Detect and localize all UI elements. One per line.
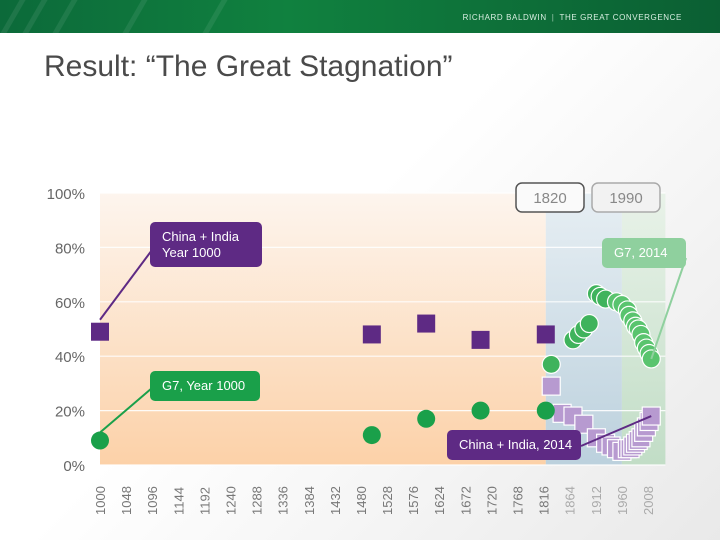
china-india-point: [91, 322, 109, 341]
callout-china-india-1000-box: [150, 222, 262, 267]
x-tick-label: 2008: [641, 486, 656, 515]
x-tick-label: 1288: [250, 486, 265, 515]
region-label-1990: 1990: [609, 190, 642, 207]
x-tick-label: 1048: [119, 486, 134, 515]
x-tick-label: 1336: [276, 486, 291, 515]
x-tick-label: 1816: [537, 486, 552, 515]
callout-g7-1000-label: G7, Year 1000: [162, 378, 245, 393]
x-tick-label: 1864: [563, 486, 578, 515]
callout-china-india-1000-label: Year 1000: [162, 245, 221, 260]
callout-g7-2014-leader: [650, 257, 687, 360]
china-india-point: [536, 325, 555, 344]
region-label-1820-box: [515, 182, 585, 213]
y-tick-label: 20%: [55, 404, 85, 421]
y-tick-label: 100%: [47, 186, 85, 203]
callout-china-india-2014-label: China + India, 2014: [459, 437, 572, 452]
x-tick-label: 1096: [145, 486, 160, 515]
callout-china-india-1000-leader: [99, 249, 153, 321]
g7-point: [579, 313, 599, 334]
x-tick-label: 1624: [432, 486, 447, 515]
page-title: Result: “The Great Stagnation”: [44, 50, 453, 83]
china-india-point: [541, 376, 561, 396]
y-tick-label: 0%: [63, 458, 85, 475]
x-tick-label: 1000: [93, 486, 108, 515]
x-tick-label: 1576: [406, 486, 421, 515]
china-india-point: [417, 314, 436, 333]
g7-point: [417, 409, 436, 428]
x-tick-label: 1192: [197, 487, 212, 515]
y-tick-label: 80%: [55, 240, 85, 257]
x-tick-label: 1960: [615, 486, 630, 515]
header-bar: RICHARD BALDWIN | THE GREAT CONVERGENCE: [0, 0, 720, 33]
x-tick-label: 1720: [484, 486, 499, 515]
x-tick-label: 1432: [328, 486, 343, 515]
callout-china-india-2014-leader: [580, 415, 652, 447]
x-tick-label: 1384: [302, 486, 317, 515]
g7-point: [362, 426, 381, 445]
author-name: RICHARD BALDWIN: [462, 13, 547, 22]
x-tick-label: 1768: [511, 486, 526, 515]
x-tick-label: 1672: [458, 486, 473, 515]
g7-point: [541, 354, 561, 374]
g7-point: [536, 401, 555, 420]
y-tick-label: 60%: [55, 295, 85, 312]
callout-g7-2014-box: [602, 238, 686, 268]
region-label-1820: 1820: [533, 190, 566, 207]
x-tick-label: 1240: [223, 486, 238, 515]
x-tick-label: 1480: [354, 486, 369, 515]
g7-point: [91, 431, 109, 450]
callout-g7-2014-label: G7, 2014: [614, 245, 668, 260]
china-india-point: [362, 325, 381, 344]
brand-line: RICHARD BALDWIN | THE GREAT CONVERGENCE: [462, 13, 682, 22]
region-label-1990-box: [591, 182, 661, 213]
callout-china-india-2014-box: [447, 430, 581, 460]
x-tick-label: 1528: [380, 486, 395, 515]
callout-china-india-1000-label: China + India: [162, 229, 240, 244]
x-tick-label: 1912: [589, 486, 604, 515]
y-tick-label: 40%: [55, 349, 85, 366]
x-tick-label: 1144: [171, 487, 186, 515]
book-title: THE GREAT CONVERGENCE: [559, 13, 682, 22]
callout-g7-1000-leader: [99, 387, 153, 434]
callout-g7-1000-box: [150, 371, 260, 401]
china-india-point: [471, 330, 490, 349]
g7-point: [471, 401, 490, 420]
